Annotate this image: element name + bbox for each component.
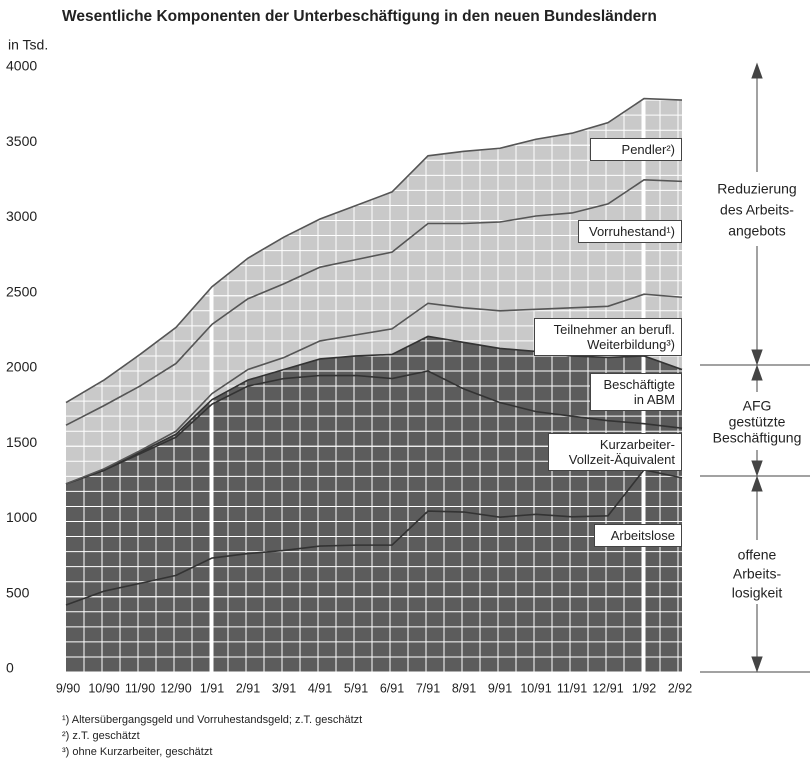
series-line <box>65 370 683 485</box>
x-tick-label: 3/91 <box>272 681 296 695</box>
annotation: losigkeit <box>732 585 783 601</box>
series-line <box>65 179 683 426</box>
series-label: Pendler²) <box>590 138 682 161</box>
x-tick-label: 10/91 <box>520 681 551 695</box>
x-tick-label: 7/91 <box>416 681 440 695</box>
annotation: angebots <box>728 223 786 239</box>
x-tick-label: 9/91 <box>488 681 512 695</box>
x-tick-label: 2/91 <box>236 681 260 695</box>
annotation: AFG <box>743 398 772 414</box>
x-tick-label: 10/90 <box>88 681 119 695</box>
series-label: Arbeitslose <box>594 524 682 547</box>
series-label: Kurzarbeiter-Vollzeit-Äquivalent <box>548 433 682 471</box>
annotation: offene <box>738 547 777 563</box>
footnote: ²) z.T. geschätzt <box>62 730 140 742</box>
x-tick-label: 1/92 <box>632 681 656 695</box>
y-tick-label: 4000 <box>6 58 37 74</box>
y-tick-label: 2000 <box>6 359 37 375</box>
x-tick-label: 8/91 <box>452 681 476 695</box>
y-tick-label: 3000 <box>6 208 37 224</box>
area <box>66 336 682 484</box>
annotation: des Arbeits- <box>720 202 794 218</box>
x-tick-label: 12/91 <box>592 681 623 695</box>
brackets <box>700 62 810 673</box>
series-line <box>65 335 683 485</box>
x-tick-label: 6/91 <box>380 681 404 695</box>
chart-title: Wesentliche Komponenten der Unterbeschäf… <box>62 8 657 25</box>
area <box>66 294 682 484</box>
x-tick-label: 5/91 <box>344 681 368 695</box>
area <box>66 469 682 672</box>
series-line <box>65 468 683 606</box>
x-tick-label: 1/91 <box>200 681 224 695</box>
series-label: Beschäftigte in ABM <box>590 373 682 411</box>
y-tick-label: 1000 <box>6 509 37 525</box>
x-tick-label: 4/91 <box>308 681 332 695</box>
x-tick-label: 2/92 <box>668 681 692 695</box>
arrow-head <box>751 364 763 381</box>
area <box>66 371 682 606</box>
x-tick-label: 11/91 <box>557 681 587 695</box>
x-tick-label: 11/90 <box>125 681 155 695</box>
footnote: ¹) Altersübergangsgeld und Vorruhestands… <box>62 714 362 726</box>
arrow-head <box>751 460 763 477</box>
x-tick-label: 9/90 <box>56 681 80 695</box>
series-line <box>65 293 683 485</box>
y-tick-label: 2500 <box>6 283 37 299</box>
y-tick-label: 3500 <box>6 133 37 149</box>
annotation: Arbeits- <box>733 566 782 582</box>
y-tick-label: 1500 <box>6 434 37 450</box>
footnote: ³) ohne Kurzarbeiter, geschätzt <box>62 746 212 758</box>
series-line <box>65 97 683 404</box>
arrow-head <box>751 62 763 79</box>
annotation: Beschäftigung <box>713 430 802 446</box>
arrow-head <box>751 349 763 366</box>
series-label: Vorruhestand¹) <box>578 220 682 243</box>
arrow-head <box>751 656 763 673</box>
plot-area <box>65 69 683 673</box>
y-tick-label: 500 <box>6 584 30 600</box>
y-tick-label: 0 <box>6 660 14 676</box>
y-axis-label: in Tsd. <box>8 37 48 53</box>
area <box>66 98 682 426</box>
annotation: Reduzierung <box>717 181 796 197</box>
annotation: gestützte <box>729 414 786 430</box>
arrow-head <box>751 475 763 492</box>
series-label: Teilnehmer an berufl. Weiterbildung³) <box>534 318 682 356</box>
x-tick-label: 12/90 <box>160 681 191 695</box>
